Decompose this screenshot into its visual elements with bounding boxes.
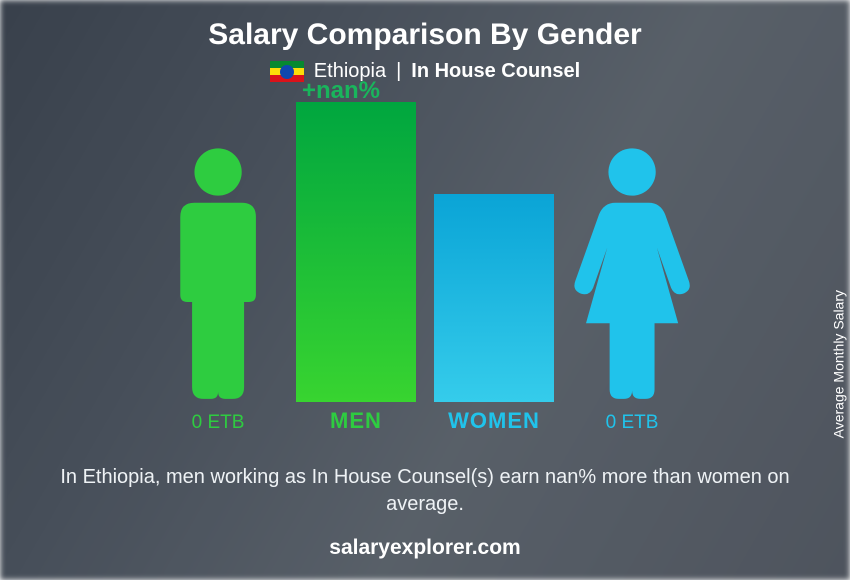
men-bar-label: MEN: [330, 408, 382, 434]
male-icon: [159, 146, 277, 406]
y-axis-label: Average Monthly Salary: [830, 290, 846, 438]
subtitle-job: In House Counsel: [411, 60, 580, 83]
women-bar-column: WOMEN: [434, 194, 554, 434]
flag-icon: [270, 61, 304, 83]
flag-emblem: [280, 65, 294, 79]
men-icon-column: 0 ETB: [158, 146, 278, 434]
female-icon: [573, 146, 691, 406]
infographic-content: Salary Comparison By Gender Ethiopia | I…: [0, 0, 850, 580]
women-icon-column: 0 ETB: [572, 146, 692, 434]
page-title: Salary Comparison By Gender: [208, 18, 641, 52]
men-bar-column: MEN: [296, 102, 416, 434]
chart-area: +nan% 0 ETB MEN WOMEN 0 ETB: [0, 83, 850, 464]
men-bar: [296, 102, 416, 402]
women-value: 0 ETB: [606, 412, 659, 434]
caption-text: In Ethiopia, men working as In House Cou…: [35, 464, 815, 518]
subtitle-separator: |: [396, 60, 401, 83]
percent-difference-label: +nan%: [302, 77, 380, 105]
women-bar: [434, 194, 554, 402]
men-value: 0 ETB: [192, 412, 245, 434]
women-bar-label: WOMEN: [448, 408, 540, 434]
footer-brand: salaryexplorer.com: [329, 536, 520, 560]
